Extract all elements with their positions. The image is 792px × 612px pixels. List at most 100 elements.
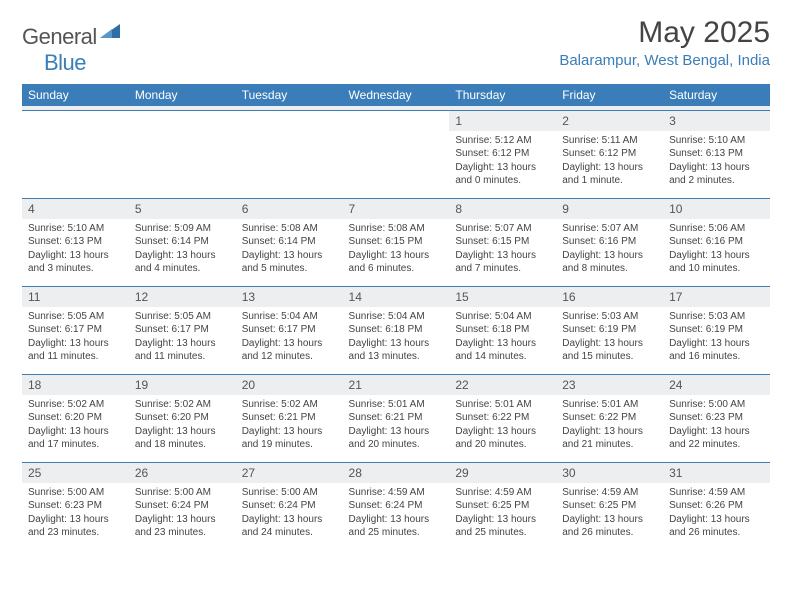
daylight-text: and 24 minutes. [242,526,337,540]
daylight-text: Daylight: 13 hours [562,161,657,175]
day-number: 15 [449,287,556,307]
calendar-day-cell: 8Sunrise: 5:07 AMSunset: 6:15 PMDaylight… [449,198,556,286]
daylight-text: and 20 minutes. [349,438,444,452]
sunrise-text: Sunrise: 5:07 AM [562,222,657,236]
sunset-text: Sunset: 6:25 PM [455,499,550,513]
sunrise-text: Sunrise: 5:03 AM [562,310,657,324]
day-details: Sunrise: 5:11 AMSunset: 6:12 PMDaylight:… [556,131,663,192]
daylight-text: Daylight: 13 hours [28,425,123,439]
sunset-text: Sunset: 6:14 PM [135,235,230,249]
calendar-week-row: 18Sunrise: 5:02 AMSunset: 6:20 PMDayligh… [22,374,770,462]
calendar-day-cell: 19Sunrise: 5:02 AMSunset: 6:20 PMDayligh… [129,374,236,462]
daylight-text: Daylight: 13 hours [455,425,550,439]
daylight-text: Daylight: 13 hours [669,425,764,439]
daylight-text: and 18 minutes. [135,438,230,452]
sunset-text: Sunset: 6:15 PM [455,235,550,249]
day-number: 17 [663,287,770,307]
sunset-text: Sunset: 6:24 PM [242,499,337,513]
daylight-text: and 25 minutes. [455,526,550,540]
calendar-day-cell: 22Sunrise: 5:01 AMSunset: 6:22 PMDayligh… [449,374,556,462]
calendar-day-cell: 5Sunrise: 5:09 AMSunset: 6:14 PMDaylight… [129,198,236,286]
day-number: 14 [343,287,450,307]
sunrise-text: Sunrise: 4:59 AM [455,486,550,500]
daylight-text: Daylight: 13 hours [28,513,123,527]
calendar-day-cell: 30Sunrise: 4:59 AMSunset: 6:25 PMDayligh… [556,462,663,550]
calendar-week-row: 11Sunrise: 5:05 AMSunset: 6:17 PMDayligh… [22,286,770,374]
daylight-text: Daylight: 13 hours [135,513,230,527]
sunset-text: Sunset: 6:24 PM [349,499,444,513]
calendar-day-cell [129,110,236,198]
sunset-text: Sunset: 6:24 PM [135,499,230,513]
sunset-text: Sunset: 6:18 PM [349,323,444,337]
day-number: 2 [556,111,663,131]
sunrise-text: Sunrise: 5:12 AM [455,134,550,148]
calendar-day-cell: 16Sunrise: 5:03 AMSunset: 6:19 PMDayligh… [556,286,663,374]
sunset-text: Sunset: 6:13 PM [28,235,123,249]
daylight-text: and 17 minutes. [28,438,123,452]
sunset-text: Sunset: 6:17 PM [28,323,123,337]
day-number: 7 [343,199,450,219]
day-number: 24 [663,375,770,395]
daylight-text: Daylight: 13 hours [349,249,444,263]
calendar-week-row: 4Sunrise: 5:10 AMSunset: 6:13 PMDaylight… [22,198,770,286]
calendar-day-cell: 10Sunrise: 5:06 AMSunset: 6:16 PMDayligh… [663,198,770,286]
day-number: 27 [236,463,343,483]
calendar-day-cell: 13Sunrise: 5:04 AMSunset: 6:17 PMDayligh… [236,286,343,374]
sunset-text: Sunset: 6:22 PM [562,411,657,425]
calendar-day-cell: 29Sunrise: 4:59 AMSunset: 6:25 PMDayligh… [449,462,556,550]
calendar-day-cell: 31Sunrise: 4:59 AMSunset: 6:26 PMDayligh… [663,462,770,550]
calendar-day-cell: 15Sunrise: 5:04 AMSunset: 6:18 PMDayligh… [449,286,556,374]
daylight-text: Daylight: 13 hours [28,337,123,351]
day-details: Sunrise: 5:00 AMSunset: 6:24 PMDaylight:… [129,483,236,544]
day-details: Sunrise: 5:00 AMSunset: 6:23 PMDaylight:… [663,395,770,456]
calendar-week-row: 1Sunrise: 5:12 AMSunset: 6:12 PMDaylight… [22,110,770,198]
day-number: 4 [22,199,129,219]
day-details: Sunrise: 5:12 AMSunset: 6:12 PMDaylight:… [449,131,556,192]
daylight-text: and 23 minutes. [135,526,230,540]
day-details: Sunrise: 4:59 AMSunset: 6:25 PMDaylight:… [449,483,556,544]
calendar-day-cell: 20Sunrise: 5:02 AMSunset: 6:21 PMDayligh… [236,374,343,462]
sunset-text: Sunset: 6:20 PM [135,411,230,425]
daylight-text: and 26 minutes. [562,526,657,540]
sunset-text: Sunset: 6:12 PM [562,147,657,161]
sunrise-text: Sunrise: 5:08 AM [349,222,444,236]
calendar-page: General Blue May 2025 Balarampur, West B… [0,0,792,566]
daylight-text: Daylight: 13 hours [562,425,657,439]
sunset-text: Sunset: 6:22 PM [455,411,550,425]
day-details: Sunrise: 5:08 AMSunset: 6:15 PMDaylight:… [343,219,450,280]
daylight-text: Daylight: 13 hours [455,337,550,351]
sunrise-text: Sunrise: 5:09 AM [135,222,230,236]
day-details: Sunrise: 5:04 AMSunset: 6:18 PMDaylight:… [449,307,556,368]
logo-left: General [22,24,97,49]
daylight-text: and 15 minutes. [562,350,657,364]
calendar-day-cell: 26Sunrise: 5:00 AMSunset: 6:24 PMDayligh… [129,462,236,550]
sunset-text: Sunset: 6:13 PM [669,147,764,161]
calendar-day-cell [236,110,343,198]
day-details: Sunrise: 5:10 AMSunset: 6:13 PMDaylight:… [663,131,770,192]
calendar-table: Sunday Monday Tuesday Wednesday Thursday… [22,84,770,550]
daylight-text: and 16 minutes. [669,350,764,364]
calendar-day-cell: 24Sunrise: 5:00 AMSunset: 6:23 PMDayligh… [663,374,770,462]
daylight-text: Daylight: 13 hours [455,249,550,263]
sunrise-text: Sunrise: 5:01 AM [349,398,444,412]
sunset-text: Sunset: 6:17 PM [242,323,337,337]
day-details: Sunrise: 5:07 AMSunset: 6:15 PMDaylight:… [449,219,556,280]
day-details: Sunrise: 5:06 AMSunset: 6:16 PMDaylight:… [663,219,770,280]
daylight-text: Daylight: 13 hours [28,249,123,263]
day-details: Sunrise: 5:10 AMSunset: 6:13 PMDaylight:… [22,219,129,280]
day-number: 13 [236,287,343,307]
sunset-text: Sunset: 6:19 PM [562,323,657,337]
daylight-text: and 7 minutes. [455,262,550,276]
day-details: Sunrise: 5:05 AMSunset: 6:17 PMDaylight:… [22,307,129,368]
calendar-day-cell: 1Sunrise: 5:12 AMSunset: 6:12 PMDaylight… [449,110,556,198]
calendar-day-cell: 18Sunrise: 5:02 AMSunset: 6:20 PMDayligh… [22,374,129,462]
daylight-text: and 14 minutes. [455,350,550,364]
daylight-text: and 22 minutes. [669,438,764,452]
sunrise-text: Sunrise: 5:05 AM [135,310,230,324]
daylight-text: and 10 minutes. [669,262,764,276]
daylight-text: and 19 minutes. [242,438,337,452]
day-number: 10 [663,199,770,219]
calendar-day-cell: 9Sunrise: 5:07 AMSunset: 6:16 PMDaylight… [556,198,663,286]
daylight-text: and 3 minutes. [28,262,123,276]
daylight-text: Daylight: 13 hours [562,337,657,351]
